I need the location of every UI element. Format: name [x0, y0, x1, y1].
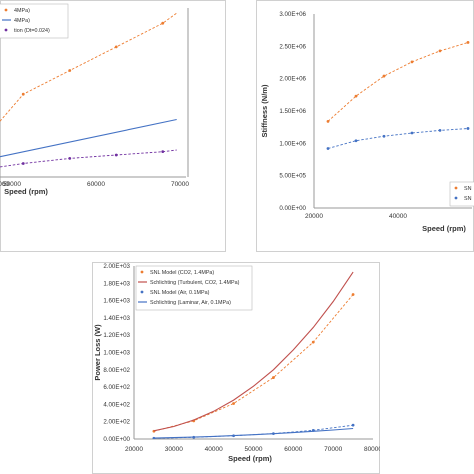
legend-entry: Schlichting (Turbulent, CO2, 1.4MPa) [150, 280, 240, 286]
series-point-1 [354, 139, 358, 143]
legend-marker [4, 28, 8, 32]
legend-entry: SNL Model (CO2, 1.4MPa) [150, 270, 214, 276]
x-tick-label: 60000 [284, 446, 302, 453]
chart-svg: 50000 60000 70000 80000Speed (rpm) 4MPa) 4MPa… [0, 0, 226, 252]
series-point-0 [354, 94, 358, 98]
series-line-1 [153, 271, 354, 432]
series-point-1 [382, 134, 386, 138]
series-point-2 [114, 153, 118, 157]
series-point-0 [68, 69, 72, 72]
series-line-2 [0, 149, 177, 168]
series-point-0 [438, 49, 442, 53]
legend-marker [454, 196, 458, 200]
y-tick-label: 2.50E+06 [279, 43, 306, 50]
y-tick-label: 8.00E+02 [103, 367, 130, 374]
y-tick-label: 0.00E+00 [279, 205, 306, 212]
y-tick-label: 1.40E+03 [103, 315, 130, 322]
x-axis-label: Speed (rpm) [228, 454, 272, 463]
series-point-1 [438, 129, 442, 132]
series-line-1 [327, 128, 469, 149]
legend-entry: SN [464, 186, 472, 192]
series-point-0 [21, 92, 25, 96]
series-group [152, 271, 355, 439]
series-point-0 [232, 402, 235, 405]
y-tick-label: 5.00E+05 [279, 173, 306, 180]
series-point-0 [351, 293, 355, 296]
legend-entry: SNL Model (Air, 0.1MPa) [150, 290, 210, 296]
y-tick-label: 1.60E+03 [103, 298, 130, 305]
y-tick-label: 1.80E+03 [103, 280, 130, 287]
y-tick-label: 3.00E+06 [279, 11, 306, 18]
series-point-0 [466, 41, 470, 44]
x-tick-label: 50000 [3, 181, 21, 188]
legend-entry: Schlichting (Laminar, Air, 0.1MPa) [150, 300, 231, 306]
x-tick-label: 30000 [165, 446, 183, 453]
y-tick-label: 2.00E+02 [103, 419, 130, 426]
legend-marker [140, 270, 144, 274]
legend-marker [454, 186, 458, 190]
series-point-0 [410, 60, 414, 64]
series-point-0 [272, 376, 275, 379]
x-tick-label: 60000 [87, 181, 105, 188]
series-point-1 [466, 127, 470, 130]
series-line-0 [0, 12, 177, 122]
y-tick-label: 0.00E+00 [103, 436, 130, 443]
series-point-2 [68, 157, 72, 160]
legend-marker [140, 290, 144, 294]
series-group [326, 41, 470, 150]
x-tick-label: 50000 [244, 446, 262, 453]
chart-svg: 20000 40000 0.00E+00 5.00E+05 1.00E+06 1.50E+… [256, 0, 474, 252]
legend-entry: 4MPa) [14, 8, 30, 14]
series-point-1 [410, 131, 414, 135]
legend-box [0, 3, 69, 39]
legend-entry: SN [464, 196, 472, 202]
x-tick-label: 70000 [324, 446, 342, 453]
legend-entry: 4MPa) [14, 18, 30, 24]
chart-border [256, 0, 474, 252]
legend-box [135, 265, 253, 311]
y-axis-label: Power Loss (W) [93, 324, 102, 381]
series-point-0 [311, 340, 315, 344]
series-point-2 [351, 423, 355, 427]
series-point-2 [161, 150, 165, 154]
x-axis-label: Speed (rpm) [422, 224, 466, 233]
series-line-1 [0, 118, 177, 158]
y-tick-label: 2.00E+03 [103, 263, 130, 270]
x-axis-label: Speed (rpm) [4, 187, 48, 196]
legend-entry: tion (Dt=0.024) [14, 28, 50, 34]
x-tick-label: 70000 [171, 181, 189, 188]
y-tick-label: 1.00E+06 [279, 140, 306, 147]
series-line-0 [153, 294, 354, 432]
y-tick-label: 6.00E+02 [103, 384, 130, 391]
y-tick-label: 1.00E+03 [103, 350, 130, 357]
power-loss-chart-left-cropped: 50000 60000 70000 80000Speed (rpm) 4MPa) 4MPa… [0, 0, 226, 252]
series-point-0 [114, 45, 118, 49]
y-tick-label: 1.50E+06 [279, 108, 306, 115]
stiffness-chart: 20000 40000 0.00E+00 5.00E+05 1.00E+06 1.50E+… [256, 0, 474, 252]
series-line-0 [327, 42, 469, 122]
x-tick-label: 20000 [125, 446, 143, 453]
series-group [0, 12, 177, 168]
x-tick-label: 20000 [305, 213, 323, 220]
x-tick-label: 40000 [389, 213, 407, 220]
series-line-3 [153, 427, 354, 439]
legend-marker [4, 8, 8, 12]
series-point-2 [21, 162, 25, 165]
y-tick-label: 4.00E+02 [103, 401, 130, 408]
series-point-1 [326, 147, 330, 150]
y-tick-label: 2.00E+06 [279, 76, 306, 83]
series-point-0 [161, 21, 165, 25]
y-axis-label: Stiffness (N/m) [260, 84, 269, 137]
y-tick-label: 1.20E+03 [103, 332, 130, 339]
series-point-0 [326, 119, 330, 123]
series-point-0 [382, 74, 386, 78]
legend-box [449, 181, 474, 207]
x-tick-label: 40000 [205, 446, 223, 453]
